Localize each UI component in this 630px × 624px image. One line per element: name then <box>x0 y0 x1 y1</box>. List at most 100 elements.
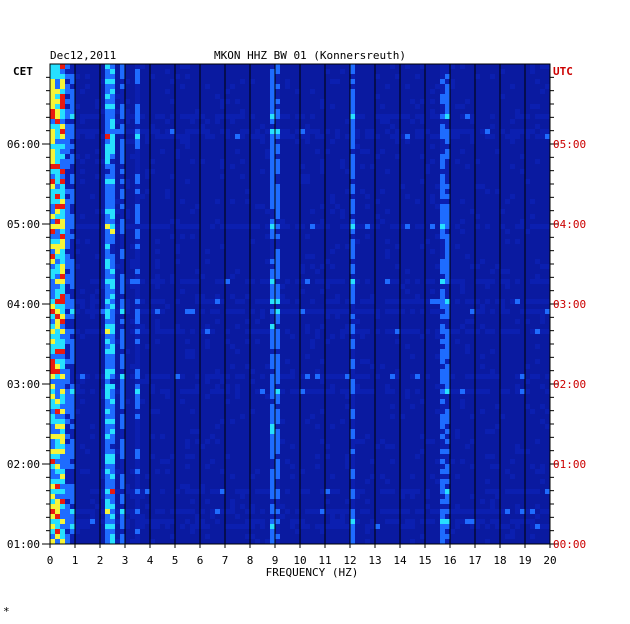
spectrogram-cell <box>285 84 290 89</box>
spectrogram-cell <box>315 279 320 284</box>
spectrogram-cell <box>440 514 445 519</box>
spectrogram-cell <box>170 234 175 239</box>
spectrogram-cell <box>275 484 280 489</box>
spectrogram-cell <box>100 309 105 314</box>
spectrogram-cell <box>430 144 435 149</box>
spectrogram-cell <box>140 309 145 314</box>
spectrogram-cell <box>415 374 420 379</box>
spectrogram-cell <box>440 189 445 194</box>
spectrogram-cell <box>270 524 275 529</box>
spectrogram-cell <box>445 184 450 189</box>
spectrogram-cell <box>70 159 75 164</box>
spectrogram-cell <box>170 219 175 224</box>
right-minor-ticks <box>550 76 554 532</box>
spectrogram-cell <box>140 324 145 329</box>
spectrogram-cell <box>70 394 75 399</box>
spectrogram-cell <box>65 474 70 479</box>
x-axis-title: FREQUENCY (HZ) <box>266 566 359 579</box>
spectrogram-cell <box>270 424 275 429</box>
spectrogram-cell <box>445 154 450 159</box>
spectrogram-cell <box>110 414 115 419</box>
spectrogram-cell <box>120 249 125 254</box>
spectrogram-cell <box>455 519 460 524</box>
spectrogram-cell <box>440 349 445 354</box>
spectrogram-cell <box>220 379 225 384</box>
spectrogram-cell <box>55 379 60 384</box>
spectrogram-cell <box>545 389 550 394</box>
spectrogram-cell <box>275 254 280 259</box>
spectrogram-cell <box>275 219 280 224</box>
spectrogram-cell <box>350 114 355 119</box>
spectrogram-cell <box>285 224 290 229</box>
spectrogram-cell <box>445 354 450 359</box>
spectrogram-cell <box>295 139 300 144</box>
spectrogram-cell <box>65 119 70 124</box>
spectrogram-cell <box>105 384 110 389</box>
spectrogram-cell <box>270 124 275 129</box>
spectrogram-cell <box>185 454 190 459</box>
spectrogram-cell <box>120 429 125 434</box>
spectrogram-cell <box>135 99 140 104</box>
spectrogram-cell <box>115 374 120 379</box>
spectrogram-cell <box>195 294 200 299</box>
spectrogram-cell <box>300 289 305 294</box>
spectrogram-cell <box>105 464 110 469</box>
spectrogram-cell <box>440 264 445 269</box>
spectrogram-cell <box>490 74 495 79</box>
cet-tick-label: 06:00 <box>7 138 40 151</box>
spectrogram-cell <box>215 424 220 429</box>
spectrogram-cell <box>355 519 360 524</box>
spectrogram-cell <box>50 384 55 389</box>
spectrogram-cell <box>180 509 185 514</box>
spectrogram-cell <box>110 99 115 104</box>
spectrogram-cell <box>140 299 145 304</box>
spectrogram-cell <box>120 424 125 429</box>
spectrogram-cell <box>260 169 265 174</box>
spectrogram-cell <box>275 384 280 389</box>
spectrogram-cell <box>190 429 195 434</box>
spectrogram-cell <box>445 509 450 514</box>
spectrogram-cell <box>275 394 280 399</box>
spectrogram-cell <box>535 114 540 119</box>
cet-tick-label: 04:00 <box>7 298 40 311</box>
spectrogram-cell <box>65 89 70 94</box>
spectrogram-cell <box>190 329 195 334</box>
spectrogram-cell <box>540 464 545 469</box>
spectrogram-cell <box>110 514 115 519</box>
spectrogram-cell <box>425 504 430 509</box>
spectrogram-cell <box>180 389 185 394</box>
spectrogram-cell <box>270 64 275 69</box>
spectrogram-cell <box>400 184 405 189</box>
spectrogram-cell <box>65 464 70 469</box>
spectrogram-cell <box>275 364 280 369</box>
spectrogram-cell <box>260 374 265 379</box>
spectrogram-cell <box>170 79 175 84</box>
spectrogram-cell <box>60 444 65 449</box>
spectrogram-cell <box>350 354 355 359</box>
spectrogram-cell <box>270 99 275 104</box>
x-tick-label: 1 <box>72 554 79 567</box>
spectrogram-cell <box>465 299 470 304</box>
spectrogram-cell <box>355 144 360 149</box>
spectrogram-cell <box>120 229 125 234</box>
spectrogram-cell <box>270 74 275 79</box>
spectrogram-cell <box>270 219 275 224</box>
spectrogram-cell <box>155 329 160 334</box>
spectrogram-cell <box>55 184 60 189</box>
spectrogram-cell <box>90 279 95 284</box>
spectrogram-cell <box>430 224 435 229</box>
spectrogram-cell <box>105 79 110 84</box>
spectrogram-cell <box>335 279 340 284</box>
spectrogram-cell <box>85 134 90 139</box>
spectrogram-cell <box>545 84 550 89</box>
spectrogram-cell <box>310 309 315 314</box>
x-tick-label: 2 <box>97 554 104 567</box>
spectrogram-cell <box>65 114 70 119</box>
spectrogram-cell <box>110 304 115 309</box>
spectrogram-cell <box>445 274 450 279</box>
spectrogram-cell <box>495 374 500 379</box>
spectrogram-cell <box>95 149 100 154</box>
spectrogram-cell <box>350 429 355 434</box>
spectrogram-cell <box>55 134 60 139</box>
spectrogram-cell <box>55 534 60 539</box>
